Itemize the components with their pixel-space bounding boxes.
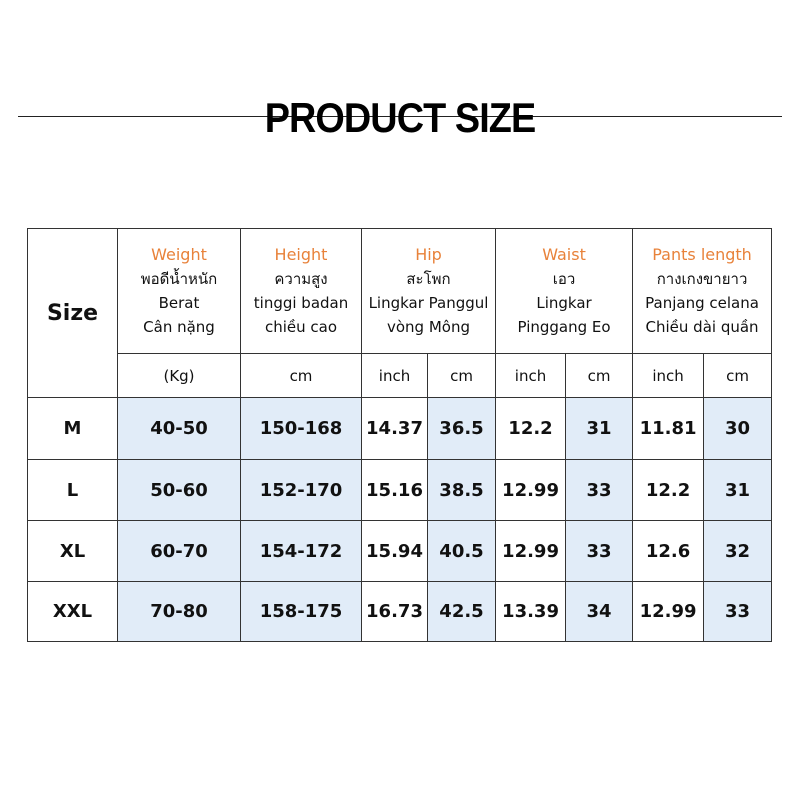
size-table: Size Weight พอดีน้ำหนัก Berat Cân nặng Height…: [27, 228, 773, 642]
data-cell: 12.99: [495, 520, 567, 582]
data-cell: 13.39: [495, 581, 567, 642]
group-subtitle: Panjang celana: [645, 294, 759, 312]
unit-cell: (Kg): [117, 353, 241, 398]
data-cell: 12.99: [495, 459, 567, 521]
header-row: Size Weight พอดีน้ำหนัก Berat Cân nặng Height…: [27, 228, 773, 398]
unit-cell: inch: [361, 353, 428, 398]
group-header: Waist เอว Lingkar Pinggang Eo: [495, 228, 634, 354]
unit-cell: inch: [632, 353, 705, 398]
group-header: Hip สะโพก Lingkar Panggul vòng Mông: [360, 228, 497, 354]
group-subtitle: Berat: [158, 294, 200, 312]
data-cell: 12.2: [495, 397, 567, 460]
data-cell: 42.5: [426, 581, 497, 642]
data-cell: 11.81: [632, 397, 705, 460]
unit-cell: cm: [703, 353, 773, 398]
group-subtitle: Chiều dài quần: [645, 318, 759, 336]
data-cell: 158-175: [240, 581, 362, 642]
size-header: Size: [27, 228, 118, 398]
unit-row: (Kg) cm inch cm inch cm inch cm: [28, 353, 773, 398]
group-title: Height: [274, 245, 328, 264]
data-cell: 30: [703, 397, 773, 460]
group-subtitle: Cân nặng: [143, 318, 215, 336]
group-subtitle: Lingkar Panggul: [368, 294, 489, 312]
data-row: M 40-50 150-168 14.37 36.5 12.2 31 11.81 30: [27, 397, 773, 460]
group-title: Waist: [542, 245, 586, 264]
unit-cell: inch: [495, 353, 567, 398]
unit-cell: cm: [426, 353, 497, 398]
data-cell: 150-168: [240, 397, 362, 460]
group-header: Pants length กางเกงขายาว Panjang celana Chi…: [632, 228, 773, 354]
data-cell: 34: [565, 581, 634, 642]
title: PRODUCT SIZE: [264, 94, 537, 141]
size-cell: XXL: [27, 581, 118, 642]
group-subtitle: Pinggang Eo: [517, 318, 611, 336]
data-row: XL 60-70 154-172 15.94 40.5 12.99 33 12.6 32: [27, 520, 773, 582]
group-subtitle: สะโพก: [406, 270, 451, 288]
group-subtitle: tinggi badan: [253, 294, 349, 312]
data-cell: 15.94: [361, 520, 428, 582]
data-cell: 33: [703, 581, 773, 642]
data-cell: 12.6: [632, 520, 705, 582]
unit-cell: cm: [240, 353, 362, 398]
data-cell: 152-170: [240, 459, 362, 521]
data-cell: 70-80: [117, 581, 241, 642]
group-header: Height ความสูง tinggi badan chiều cao: [240, 228, 362, 354]
data-cell: 15.16: [361, 459, 428, 521]
data-cell: 60-70: [117, 520, 241, 582]
group-title: Hip: [415, 245, 442, 264]
data-cell: 14.37: [361, 397, 428, 460]
data-cell: 12.99: [632, 581, 705, 642]
data-cell: 38.5: [426, 459, 497, 521]
group-subtitle: ความสูง: [274, 270, 328, 288]
group-header: Weight พอดีน้ำหนัก Berat Cân nặng: [117, 228, 241, 354]
data-row: XXL 70-80 158-175 16.73 42.5 13.39 34 12.99 33: [27, 581, 773, 642]
data-cell: 154-172: [240, 520, 362, 582]
data-cell: 12.2: [632, 459, 705, 521]
data-cell: 50-60: [117, 459, 241, 521]
data-cell: 32: [703, 520, 773, 582]
data-cell: 31: [703, 459, 773, 521]
group-subtitle: Lingkar: [536, 294, 592, 312]
data-cell: 31: [565, 397, 634, 460]
group-subtitle: vòng Mông: [387, 318, 470, 336]
data-cell: 33: [565, 520, 634, 582]
unit-cell: cm: [565, 353, 634, 398]
size-cell: L: [27, 459, 118, 521]
group-subtitle: chiều cao: [264, 318, 338, 336]
data-cell: 33: [565, 459, 634, 521]
group-subtitle: กางเกงขายาว: [656, 270, 748, 288]
data-cell: 40.5: [426, 520, 497, 582]
group-subtitle: เอว: [552, 270, 576, 288]
size-cell: XL: [27, 520, 118, 582]
data-cell: 36.5: [426, 397, 497, 460]
group-title: Weight: [151, 245, 207, 264]
data-row: L 50-60 152-170 15.16 38.5 12.99 33 12.2 31: [27, 459, 773, 521]
data-cell: 40-50: [117, 397, 241, 460]
size-cell: M: [27, 397, 118, 460]
group-title: Pants length: [652, 245, 752, 264]
group-subtitle: พอดีน้ำหนัก: [140, 270, 218, 288]
title-rule: [18, 116, 782, 117]
data-cell: 16.73: [361, 581, 428, 642]
